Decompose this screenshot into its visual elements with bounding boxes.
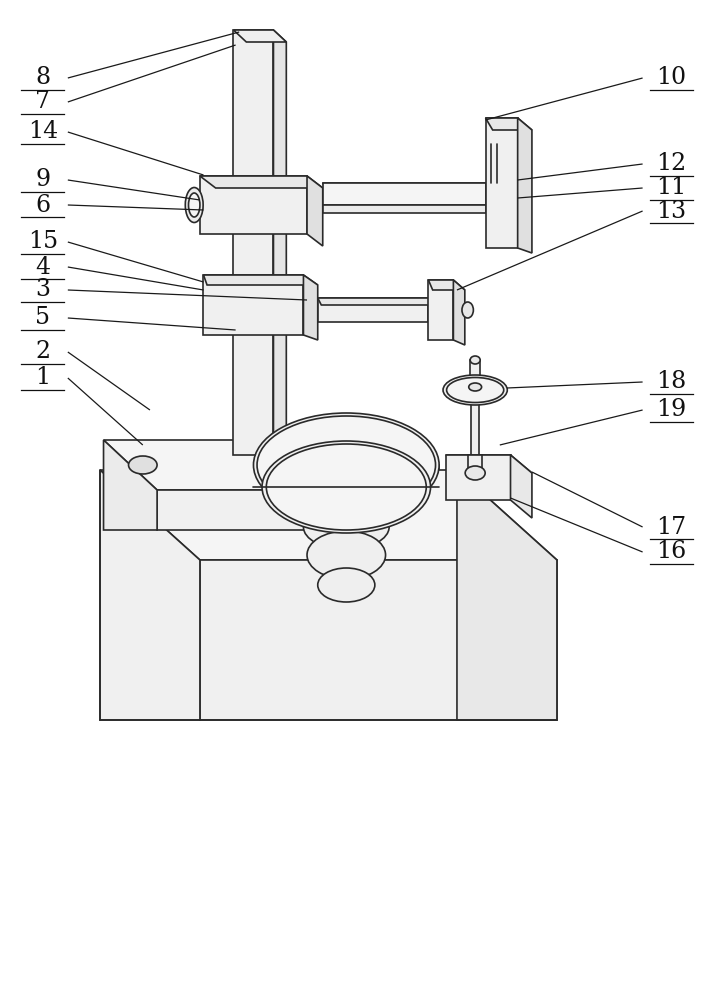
Text: 19: 19 [656,398,686,422]
Ellipse shape [303,504,389,549]
Polygon shape [511,455,532,518]
Polygon shape [323,183,486,205]
Text: 8: 8 [35,66,51,90]
Polygon shape [457,470,557,720]
Polygon shape [468,455,483,473]
Polygon shape [446,455,532,473]
Ellipse shape [262,441,431,533]
Text: 12: 12 [656,152,686,176]
Text: 6: 6 [35,194,51,217]
Polygon shape [453,280,465,345]
Ellipse shape [340,455,353,465]
Text: 13: 13 [656,200,686,223]
Polygon shape [104,440,328,490]
Ellipse shape [468,383,481,391]
Text: 16: 16 [656,540,686,564]
Text: 4: 4 [35,255,51,278]
Polygon shape [293,527,400,555]
Polygon shape [233,30,286,42]
Ellipse shape [462,302,473,318]
Ellipse shape [129,456,157,474]
Polygon shape [100,470,200,720]
Ellipse shape [307,531,386,579]
Polygon shape [203,275,318,285]
Text: 15: 15 [28,231,58,253]
Text: 14: 14 [28,120,58,143]
Text: 1: 1 [35,366,51,389]
Text: 18: 18 [656,370,686,393]
Polygon shape [486,118,518,248]
Polygon shape [200,176,307,234]
Text: 3: 3 [35,278,51,302]
Polygon shape [428,280,453,340]
Ellipse shape [443,375,507,405]
Polygon shape [157,490,328,530]
Text: 2: 2 [35,340,51,363]
Polygon shape [318,298,440,305]
Ellipse shape [188,193,200,217]
Ellipse shape [253,413,439,517]
Polygon shape [307,176,323,246]
Polygon shape [203,275,303,335]
Text: 17: 17 [656,516,686,538]
Polygon shape [200,176,323,188]
Ellipse shape [447,377,504,402]
Text: 11: 11 [656,176,686,200]
Ellipse shape [257,416,436,514]
Polygon shape [446,455,511,500]
Polygon shape [471,390,480,455]
Polygon shape [200,560,557,720]
Text: 10: 10 [656,66,686,90]
Polygon shape [233,30,273,455]
Polygon shape [323,183,503,196]
Polygon shape [428,280,465,290]
Polygon shape [100,470,557,560]
Ellipse shape [466,466,486,480]
Polygon shape [323,205,486,213]
Ellipse shape [318,568,375,602]
Polygon shape [318,298,428,322]
Polygon shape [253,465,439,487]
Polygon shape [470,360,480,387]
Text: 5: 5 [35,306,51,330]
Ellipse shape [266,444,426,530]
Ellipse shape [470,356,480,364]
Polygon shape [518,118,532,253]
Ellipse shape [185,188,203,223]
Polygon shape [486,118,532,130]
Polygon shape [104,440,157,530]
Polygon shape [307,555,386,585]
Polygon shape [293,487,400,527]
Text: 7: 7 [35,91,51,113]
Polygon shape [273,30,286,467]
Polygon shape [303,275,318,340]
Text: 9: 9 [35,168,51,192]
